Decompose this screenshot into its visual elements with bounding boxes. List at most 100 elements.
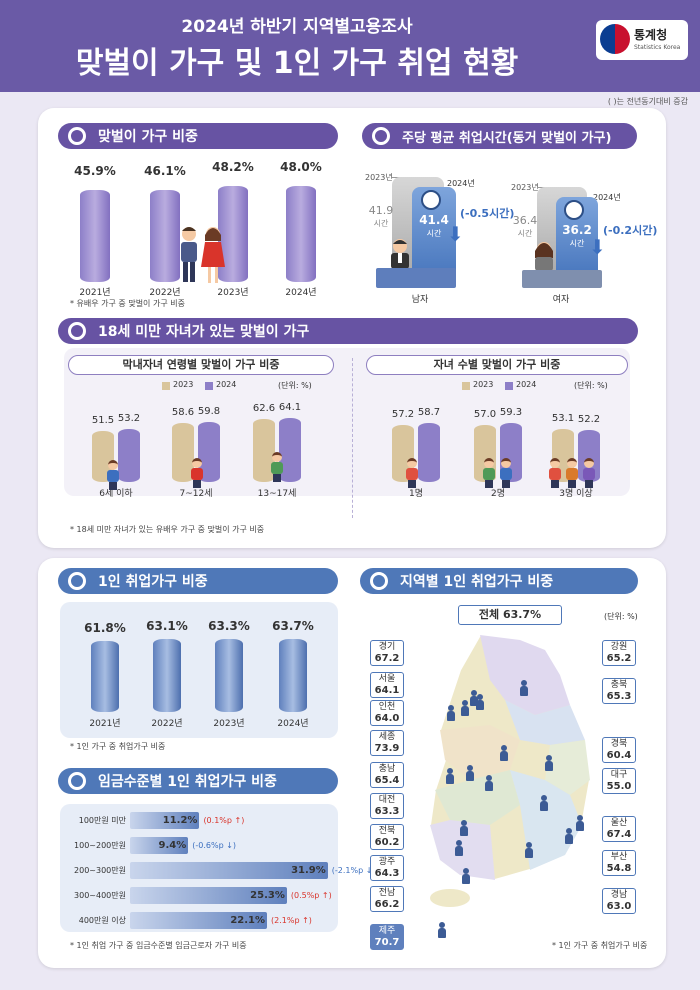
region-value: 64.3	[374, 868, 400, 879]
woman-illustration	[201, 227, 225, 283]
child-bar	[392, 424, 414, 482]
person-icon	[540, 795, 548, 811]
taegeuk-logo-icon	[600, 24, 630, 54]
region-value: 65.2	[606, 653, 632, 664]
by-age-unit: (단위: %)	[278, 381, 312, 390]
region-label: 전남 66.2	[370, 886, 404, 912]
child-category: 1명	[408, 489, 423, 499]
child-legs	[193, 480, 201, 488]
child-body	[191, 468, 203, 480]
wage-category: 300~400만원	[74, 891, 126, 900]
legend-2023-swatch	[162, 382, 170, 390]
person-icon	[462, 868, 470, 884]
women-2023-value: 36.4	[512, 214, 538, 227]
by-count-unit: (단위: %)	[574, 381, 608, 390]
wage-bar	[130, 887, 287, 904]
single-note: * 1인 가구 중 취업가구 비중	[70, 742, 166, 751]
region-name: 울산	[610, 818, 628, 828]
region-name: 부산	[610, 852, 628, 862]
single-title: 1인 취업가구 비중	[58, 568, 338, 594]
regional-note: * 1인 가구 중 취업가구 비중	[552, 941, 648, 950]
child-bar	[92, 430, 114, 482]
child-value: 59.8	[197, 406, 221, 418]
child-figure-icon	[565, 458, 579, 488]
region-value: 60.4	[606, 750, 632, 761]
region-name: 강원	[610, 642, 628, 652]
single-value: 63.3%	[208, 619, 250, 634]
region-name: 경북	[610, 739, 628, 749]
clock-icon	[421, 190, 441, 210]
child-figure-icon	[270, 452, 284, 482]
child-body	[271, 462, 283, 474]
child-category: 7~12세	[179, 489, 213, 499]
person-icon	[470, 690, 478, 706]
child-body	[583, 468, 595, 480]
person-icon	[466, 765, 474, 781]
men-2023-label: 2023년	[365, 173, 393, 182]
person-icon	[485, 775, 493, 791]
child-category: 13~17세	[257, 489, 297, 499]
children-title-text: 18세 미만 자녀가 있는 맞벌이 가구	[98, 324, 310, 340]
child-category: 2명	[490, 489, 505, 499]
child-legs	[568, 480, 576, 488]
child-bar	[279, 417, 301, 482]
region-value: 73.9	[374, 743, 400, 754]
child-value: 59.3	[499, 406, 523, 418]
men-2023-unit: 시간	[373, 219, 389, 228]
region-name: 세종	[378, 732, 396, 742]
children-divider	[352, 358, 353, 518]
child-head	[567, 458, 577, 468]
women-2024-label: 2024년	[593, 193, 621, 202]
single-bar	[215, 639, 243, 712]
region-label: 충북 65.3	[602, 678, 636, 704]
legend-2023-swatch	[462, 382, 470, 390]
wage-change: (2.1%p ↑)	[271, 916, 312, 925]
region-value: 55.0	[606, 781, 632, 792]
region-label: 경기 67.2	[370, 640, 404, 666]
child-value: 64.1	[278, 401, 302, 413]
child-legs	[485, 480, 493, 488]
work-hours-title: 주당 평균 취업시간(동거 맞벌이 가구)	[362, 123, 637, 149]
regional-title: 지역별 1인 취업가구 비중	[360, 568, 638, 594]
single-value: 63.1%	[146, 619, 188, 634]
woman-desk-illustration	[522, 242, 602, 288]
person-icon	[476, 694, 484, 710]
dual-income-title-text: 맞벌이 가구 비중	[98, 129, 198, 145]
child-value: 57.2	[391, 408, 415, 420]
child-body	[406, 468, 418, 480]
child-head	[272, 452, 282, 462]
wage-bar	[130, 862, 328, 879]
child-legs	[408, 480, 416, 488]
child-legs	[273, 474, 281, 482]
region-value: 67.2	[374, 653, 400, 664]
korea-map	[428, 633, 592, 907]
child-figure-icon	[582, 458, 596, 488]
wage-category: 200~300만원	[74, 866, 126, 875]
legend-2024-swatch	[205, 382, 213, 390]
women-2024-unit: 시간	[569, 239, 585, 248]
arrow-down-icon: ⬇	[447, 222, 464, 246]
child-value: 51.5	[91, 414, 115, 426]
region-label: 전북 60.2	[370, 824, 404, 850]
person-icon	[525, 842, 533, 858]
single-bar	[279, 638, 307, 712]
dual-income-bar	[286, 186, 316, 282]
women-2024-value: 36.2	[562, 223, 592, 237]
child-body	[107, 470, 119, 482]
child-value: 57.0	[473, 409, 497, 420]
wage-category: 400만원 이상	[78, 916, 126, 925]
child-bar	[198, 422, 220, 482]
wage-value: 25.3%	[250, 890, 285, 901]
wage-title: 임금수준별 1인 취업가구 비중	[58, 768, 338, 794]
dual-income-bar	[80, 190, 110, 282]
region-label: 인천 64.0	[370, 700, 404, 726]
legend-2023-label: 2023	[173, 380, 194, 389]
region-label: 충남 65.4	[370, 762, 404, 788]
child-value: 58.7	[417, 407, 441, 419]
child-legs	[585, 480, 593, 488]
region-value: 70.7	[374, 937, 400, 948]
child-figure-icon	[190, 458, 204, 488]
men-2023-value: 41.9	[368, 204, 394, 217]
child-body	[549, 468, 561, 480]
dual-income-value: 45.9%	[74, 164, 116, 179]
